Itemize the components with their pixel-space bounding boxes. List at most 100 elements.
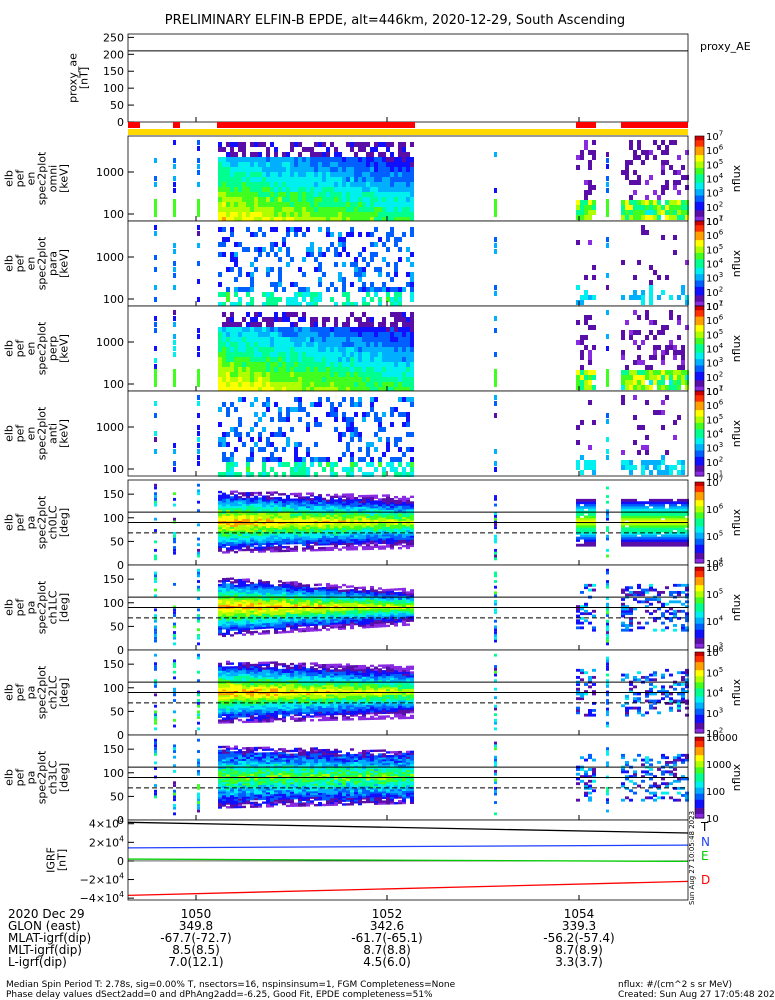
ytick-label: 100 bbox=[103, 682, 124, 695]
footer-row-value: -67.7(-72.7) bbox=[160, 931, 231, 945]
ylabel-line: pef bbox=[14, 683, 27, 702]
footer-row-label: L-igrf(dip) bbox=[8, 955, 67, 969]
colorbar-tick-label: 107 bbox=[706, 130, 723, 144]
quality-bar bbox=[128, 129, 688, 135]
ylabel-line: [nT] bbox=[56, 849, 69, 871]
pa-panel-1: 150 100 50 0 bbox=[103, 565, 689, 657]
pa-panel-2: 150 100 50 0 bbox=[103, 650, 689, 742]
ylabel-line: elb bbox=[3, 255, 16, 272]
ylabel-line: spec2plot bbox=[36, 580, 49, 634]
colorbar-tick-label: 104 bbox=[706, 427, 724, 441]
colorbar-tick-label: 10000 bbox=[706, 733, 738, 744]
footer-row-label: MLT-igrf(dip) bbox=[8, 943, 82, 957]
creation-stamp: Sun Aug 27 10:05:48 2023 bbox=[688, 811, 696, 905]
ylabel-line: elb bbox=[3, 514, 16, 531]
ylabel-line: ch0LC bbox=[47, 505, 60, 539]
colorbar-tick-label: 103 bbox=[706, 441, 723, 455]
ylabel-line: pa bbox=[25, 771, 38, 785]
igrf-series-E bbox=[127, 858, 689, 863]
colorbar-tick-label: 103 bbox=[706, 186, 723, 200]
ylabel-line: elb bbox=[3, 340, 16, 357]
ytick-label: 100 bbox=[103, 378, 124, 391]
ylabel-line: pef bbox=[14, 424, 27, 443]
ytick-label: 0 bbox=[117, 644, 124, 657]
ytick-label: 1000 bbox=[96, 336, 124, 349]
footer-row-label: 2020 Dec 29 bbox=[8, 907, 85, 921]
coverage-bar bbox=[576, 122, 596, 128]
proxy-ae-legend: proxy_AE bbox=[700, 40, 751, 53]
colorbar-tick-label: 106 bbox=[706, 314, 724, 328]
igrf-legend-T: T bbox=[700, 820, 709, 834]
footer-row-value: 4.5(6.0) bbox=[363, 955, 411, 969]
footer-row-value: 349.8 bbox=[179, 919, 213, 933]
ytick-label: 50 bbox=[110, 705, 124, 718]
ylabel-line: spec2plot bbox=[36, 750, 49, 804]
ylabel-line: spec2plot bbox=[36, 236, 49, 290]
footer-row-value: 7.0(12.1) bbox=[168, 955, 223, 969]
pa-panel-1-colorbar: 106 105 104 103 nflux bbox=[694, 561, 743, 655]
ylabel-line: elb bbox=[3, 425, 16, 442]
colorbar-tick-label: 106 bbox=[706, 229, 724, 243]
colorbar-tick-label: 105 bbox=[706, 158, 723, 172]
igrf-series-D bbox=[127, 880, 689, 896]
spec-panel-3-frame bbox=[127, 390, 689, 477]
colorbar-tick-label: 106 bbox=[706, 399, 724, 413]
igrf-legend-D: D bbox=[701, 873, 710, 887]
ytick-label: 100 bbox=[103, 82, 124, 95]
colorbar-label: nflux bbox=[730, 334, 743, 362]
colorbar-tick-label: 102 bbox=[706, 370, 723, 384]
colorbar-tick-label: 105 bbox=[706, 530, 723, 544]
colorbar-label: nflux bbox=[730, 678, 743, 706]
footer-row-value: -56.2(-57.4) bbox=[543, 931, 614, 945]
ylabel-line: pef bbox=[14, 339, 27, 358]
colorbar-tick-label: 106 bbox=[706, 144, 724, 158]
ytick-label: 50 bbox=[110, 790, 124, 803]
ytick-label: 100 bbox=[103, 208, 124, 221]
ytick-label: 4×104 bbox=[89, 816, 124, 831]
colorbar-tick-label: 103 bbox=[706, 356, 723, 370]
ytick-label: 100 bbox=[103, 597, 124, 610]
ylabel-line: spec2plot bbox=[36, 495, 49, 549]
igrf-legend-E: E bbox=[701, 849, 709, 863]
colorbar-tick-label: 104 bbox=[706, 615, 724, 629]
footer-row-value: 8.5(8.5) bbox=[172, 943, 220, 957]
igrf-ylabel: IGRF[nT] bbox=[45, 847, 69, 873]
ylabel-line: IGRF bbox=[45, 847, 58, 873]
ytick-label: 150 bbox=[103, 743, 124, 756]
colorbar-tick-label: 105 bbox=[706, 243, 723, 256]
ylabel-line: omni bbox=[47, 165, 60, 192]
ytick-label: 0 bbox=[117, 116, 124, 129]
ytick-label: 0 bbox=[117, 855, 124, 868]
ytick-label: 100 bbox=[103, 463, 124, 476]
spec-panel-0: 1000 100 bbox=[96, 136, 689, 222]
ylabel-line: ch3LC bbox=[47, 760, 60, 794]
pa-panel-2-colorbar: 106 105 104 103 102 nflux bbox=[694, 646, 743, 740]
colorbar-tick-label: 106 bbox=[706, 503, 724, 517]
ylabel-line: elb bbox=[3, 769, 16, 786]
colorbar-tick-label: 106 bbox=[706, 561, 724, 575]
colorbar-tick-label: 105 bbox=[706, 328, 723, 342]
ylabel-line: pef bbox=[14, 169, 27, 188]
colorbar-tick-label: 104 bbox=[706, 172, 724, 186]
ylabel-line: pa bbox=[25, 686, 38, 700]
pa-panel-0: 150 100 50 0 bbox=[103, 480, 689, 572]
ylabel-line: en bbox=[25, 257, 38, 271]
spec-panel-3: 1000 100 bbox=[96, 391, 688, 477]
ylabel-line: [nT] bbox=[78, 67, 91, 89]
ylabel-line: en bbox=[25, 427, 38, 441]
ytick-label: 100 bbox=[103, 512, 124, 525]
colorbar-tick-label: 104 bbox=[706, 257, 724, 271]
ytick-label: 1000 bbox=[96, 166, 124, 179]
spec-panel-1: 1000 100 bbox=[96, 221, 689, 307]
ylabel-line: [keV] bbox=[58, 334, 71, 363]
ylabel-line: elb bbox=[3, 599, 16, 616]
footer-row-value: 3.3(3.7) bbox=[555, 955, 603, 969]
ytick-label: 250 bbox=[103, 31, 124, 44]
ytick-label: 2×104 bbox=[89, 834, 124, 849]
igrf-legend-N: N bbox=[701, 835, 710, 849]
ylabel-line: elb bbox=[3, 684, 16, 701]
